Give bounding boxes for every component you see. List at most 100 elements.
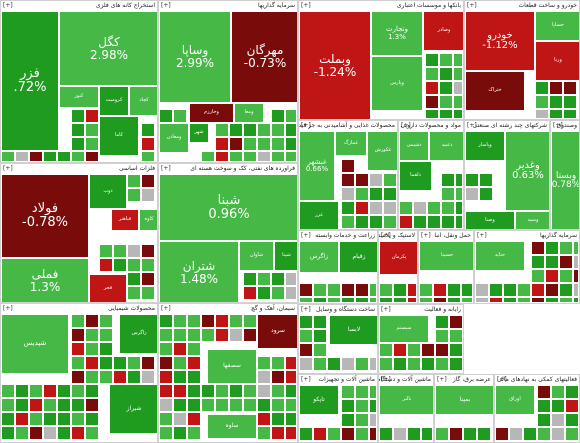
stock-tile[interactable]: کگل 2.98%	[59, 11, 157, 86]
stock-tile-small[interactable]	[407, 297, 417, 303]
stock-tile-small[interactable]	[1, 412, 15, 426]
stock-tile-small[interactable]	[243, 300, 257, 302]
stock-tile-small[interactable]	[71, 412, 85, 426]
stock-tile-small[interactable]	[559, 269, 573, 283]
stock-tile-small[interactable]	[379, 283, 393, 297]
stock-tile-small[interactable]	[155, 286, 157, 300]
stock-tile-small[interactable]	[85, 109, 99, 123]
stock-tile-small[interactable]	[565, 399, 579, 413]
stock-tile-small[interactable]	[421, 427, 433, 441]
stock-tile-small[interactable]	[393, 441, 407, 442]
stock-tile-small[interactable]	[257, 412, 271, 426]
stock-tile-small[interactable]	[215, 384, 229, 398]
stock-tile-small[interactable]	[421, 441, 433, 442]
stock-tile[interactable]: غمارگ	[335, 131, 367, 156]
stock-tile-small[interactable]	[155, 244, 157, 258]
stock-tile-small[interactable]	[435, 441, 449, 442]
stock-tile-small[interactable]	[285, 151, 297, 162]
stock-tile-small[interactable]	[99, 328, 113, 342]
stock-tile-small[interactable]	[43, 426, 57, 440]
stock-tile[interactable]: غبشهر 0.66%	[299, 131, 335, 201]
stock-tile[interactable]: ساوه	[207, 414, 257, 439]
stock-tile-small[interactable]	[257, 123, 271, 137]
stock-tile-small[interactable]	[155, 123, 157, 137]
stock-tile-small[interactable]	[453, 67, 463, 81]
stock-tile-small[interactable]	[285, 300, 297, 302]
stock-tile-small[interactable]	[565, 413, 579, 427]
stock-tile-small[interactable]	[433, 283, 447, 297]
stock-tile[interactable]: شهر	[189, 123, 209, 143]
stock-tile-small[interactable]	[551, 413, 565, 427]
stock-tile-small[interactable]	[141, 440, 155, 442]
stock-tile-small[interactable]	[441, 187, 455, 201]
stock-tile-small[interactable]	[435, 427, 449, 441]
stock-tile-small[interactable]	[549, 109, 563, 119]
stock-tile-small[interactable]	[535, 109, 549, 119]
sector-5[interactable]: [+] فراورده های نفتی، کک و سوخت هسته ای شب…	[158, 163, 298, 303]
stock-tile-small[interactable]	[243, 384, 257, 398]
stock-tile-small[interactable]	[449, 315, 463, 329]
expand-icon[interactable]: [+]	[381, 376, 391, 383]
stock-tile-small[interactable]	[173, 356, 187, 370]
stock-tile[interactable]: ورنا	[535, 41, 579, 81]
stock-tile-small[interactable]	[299, 297, 313, 303]
sector-1[interactable]: [+] سرمایه گذاریها وساپا 2.99% مهرگان -0.73% و…	[158, 0, 298, 163]
stock-tile-small[interactable]	[313, 427, 327, 441]
stock-tile-small[interactable]	[1, 398, 15, 412]
stock-tile-small[interactable]	[313, 297, 327, 303]
stock-tile-small[interactable]	[449, 427, 463, 441]
sector-17[interactable]: [+] رایانه و فعالیت سیستم	[378, 304, 464, 374]
stock-tile[interactable]: سرود	[257, 314, 297, 349]
sector-title[interactable]: [+] بانکها و موسسات اعتباری	[299, 1, 463, 10]
stock-tile-small[interactable]	[229, 398, 243, 412]
stock-tile-small[interactable]	[577, 109, 579, 119]
stock-tile-small[interactable]	[257, 384, 271, 398]
sector-title[interactable]: [+] مواد و محصولات دارویی	[399, 121, 463, 130]
stock-tile-small[interactable]	[465, 173, 479, 187]
stock-tile-small[interactable]	[57, 398, 71, 412]
stock-tile[interactable]: وتجارت 1.3%	[371, 11, 423, 56]
sector-title[interactable]: [+] ماشین آلات و تجهیزات	[299, 375, 377, 384]
stock-tile-small[interactable]	[551, 385, 565, 399]
stock-tile-small[interactable]	[155, 300, 157, 302]
sector-20[interactable]: [+] عرضه برق، گاز بمپنا	[434, 374, 494, 443]
stock-tile-small[interactable]	[477, 427, 491, 441]
stock-tile-small[interactable]	[355, 413, 369, 427]
stock-tile-small[interactable]	[57, 151, 71, 162]
stock-tile-small[interactable]	[271, 412, 285, 426]
stock-tile[interactable]: مهرگان -0.73%	[231, 11, 297, 103]
stock-tile-small[interactable]	[113, 440, 127, 442]
sector-10[interactable]: [+] زراعت و خدمات وابسته زاگرس زقيام	[298, 230, 378, 304]
sector-title[interactable]: [+] زراعت و خدمات وابسته	[299, 231, 377, 240]
stock-tile-small[interactable]	[215, 151, 229, 162]
stock-tile-small[interactable]	[159, 412, 173, 426]
stock-tile-small[interactable]	[141, 174, 155, 188]
expand-icon[interactable]: [+]	[161, 305, 171, 312]
stock-tile-small[interactable]	[535, 95, 549, 109]
stock-tile-small[interactable]	[15, 440, 29, 442]
stock-tile-small[interactable]	[425, 109, 439, 119]
sector-title[interactable]: [+] سرمایه گذاریها	[159, 1, 297, 10]
stock-tile-small[interactable]	[271, 109, 285, 123]
stock-tile-small[interactable]	[439, 95, 453, 109]
sector-3[interactable]: [+] خودرو و ساخت قطعات خودرو -1.12% خساپا ورن…	[464, 0, 580, 120]
stock-tile-small[interactable]	[43, 384, 57, 398]
stock-tile-small[interactable]	[1, 440, 15, 442]
stock-tile-small[interactable]	[159, 370, 173, 384]
stock-tile-small[interactable]	[243, 272, 257, 286]
sector-title[interactable]: [+] فلزات اساسی	[1, 164, 157, 173]
stock-tile-small[interactable]	[435, 343, 449, 357]
stock-tile-small[interactable]	[15, 398, 29, 412]
stock-tile-small[interactable]	[173, 314, 187, 328]
stock-tile-small[interactable]	[475, 283, 489, 297]
stock-tile-small[interactable]	[559, 241, 573, 255]
stock-tile-small[interactable]	[407, 343, 421, 357]
stock-tile[interactable]: فملی 1.3%	[1, 258, 89, 302]
stock-tile-small[interactable]	[313, 329, 327, 343]
stock-tile-small[interactable]	[215, 123, 229, 137]
stock-tile[interactable]: شپدیس	[1, 314, 69, 374]
stock-tile-small[interactable]	[537, 413, 551, 427]
stock-tile-small[interactable]	[435, 357, 449, 371]
stock-tile-small[interactable]	[127, 272, 141, 286]
stock-tile-small[interactable]	[201, 151, 215, 162]
